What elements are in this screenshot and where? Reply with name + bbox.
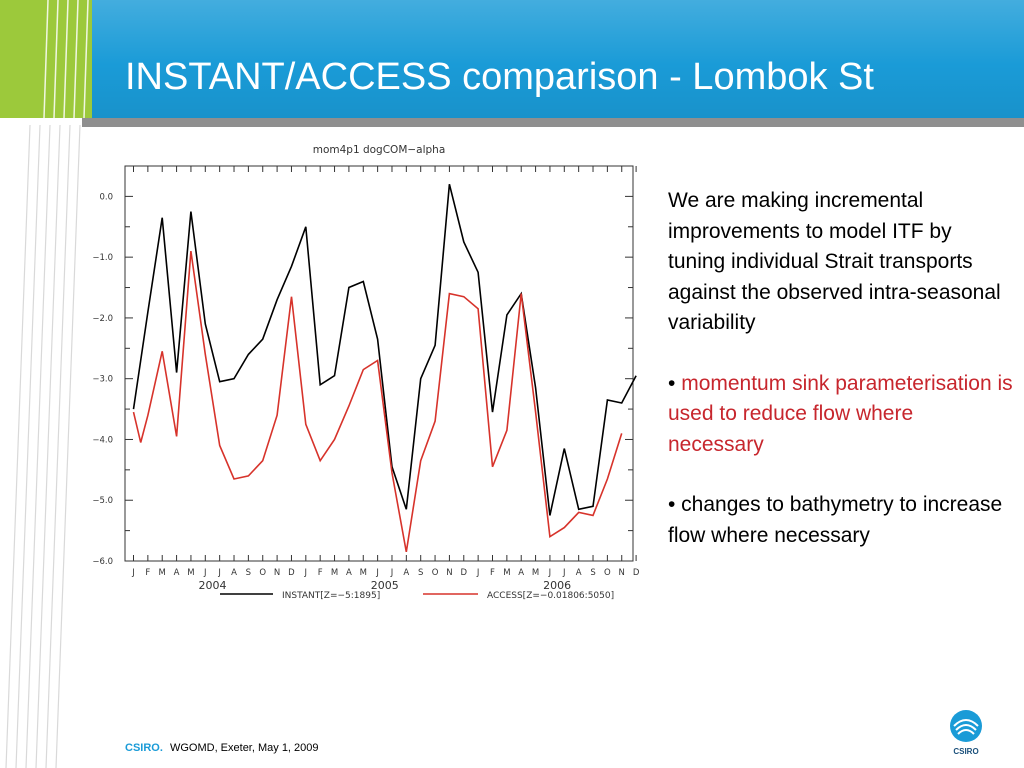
x-month-label: N <box>446 568 452 578</box>
series-line-access <box>132 250 623 553</box>
y-tick-label: −6.0 <box>92 557 113 567</box>
x-year-label: 2005 <box>371 579 399 592</box>
header-gloss <box>0 0 1024 118</box>
x-month-label: J <box>304 568 308 578</box>
y-tick-label: −5.0 <box>92 496 113 506</box>
decorative-stripes <box>5 0 89 768</box>
logo-text: CSIRO <box>953 747 978 756</box>
x-month-label: A <box>403 568 409 578</box>
slide-footer: CSIRO. WGOMD, Exeter, May 1, 2009 <box>125 742 319 754</box>
x-month-label: J <box>217 568 221 578</box>
x-month-label: O <box>604 568 611 578</box>
x-month-label: F <box>318 568 323 578</box>
x-month-label: A <box>174 568 180 578</box>
y-tick-label: −1.0 <box>92 253 113 263</box>
x-month-label: D <box>288 568 295 578</box>
body-text: We are making incremental improvements t… <box>668 186 1013 551</box>
header-divider <box>82 118 1024 127</box>
bullet-momentum-sink-text: momentum sink parameterisation is used t… <box>668 371 1013 456</box>
x-month-label: S <box>418 568 423 578</box>
x-month-label: O <box>432 568 439 578</box>
chart-title: mom4p1 dogCOM−alpha <box>313 144 446 156</box>
x-month-label: J <box>390 568 394 578</box>
csiro-logo-icon: CSIRO <box>950 710 982 756</box>
x-month-label: J <box>131 568 135 578</box>
x-month-label: S <box>246 568 251 578</box>
x-month-label: S <box>590 568 595 578</box>
slide-header <box>0 0 1024 118</box>
x-month-label: J <box>548 568 552 578</box>
y-tick-label: −2.0 <box>92 314 113 324</box>
bullet-bathymetry: • changes to bathymetry to increase flow… <box>668 493 1003 547</box>
x-month-label: M <box>187 568 194 578</box>
x-month-label: J <box>375 568 379 578</box>
x-month-label: N <box>619 568 625 578</box>
x-month-label: M <box>532 568 539 578</box>
y-tick-label: 0.0 <box>99 192 113 202</box>
series-line-instant <box>132 184 637 516</box>
x-month-label: J <box>476 568 480 578</box>
x-month-label: M <box>331 568 338 578</box>
x-month-label: J <box>203 568 207 578</box>
x-month-label: A <box>518 568 524 578</box>
x-year-label: 2004 <box>198 579 226 592</box>
footer-text: WGOMD, Exeter, May 1, 2009 <box>169 742 319 754</box>
x-year-label: 2006 <box>543 579 571 592</box>
slide-title: INSTANT/ACCESS comparison - Lombok St <box>125 56 874 98</box>
x-month-label: J <box>562 568 566 578</box>
x-month-label: D <box>633 568 640 578</box>
bullet-momentum-sink: • momentum sink parameterisation is used… <box>668 369 1013 461</box>
x-month-label: M <box>360 568 367 578</box>
line-chart: mom4p1 dogCOM−alpha 0.0 −1.0 −2.0 −3.0 −4.0 −5… <box>92 144 640 601</box>
legend-label: INSTANT[Z=−5:1895] <box>282 591 380 601</box>
plot-frame <box>124 165 634 562</box>
x-month-label: D <box>461 568 468 578</box>
x-month-label: O <box>259 568 266 578</box>
y-tick-label: −4.0 <box>92 435 113 445</box>
x-month-label: A <box>346 568 352 578</box>
bullet-mark: • <box>668 371 676 395</box>
x-month-label: M <box>159 568 166 578</box>
x-month-label: M <box>503 568 510 578</box>
x-month-label: F <box>490 568 495 578</box>
x-month-label: F <box>145 568 150 578</box>
legend-label: ACCESS[Z=−0.01806:5050] <box>487 591 614 601</box>
x-month-label: N <box>274 568 280 578</box>
y-tick-label: −3.0 <box>92 375 113 385</box>
x-month-label: A <box>576 568 582 578</box>
x-month-label: A <box>231 568 237 578</box>
intro-paragraph: We are making incremental improvements t… <box>668 189 1001 334</box>
footer-brand: CSIRO. <box>125 742 163 754</box>
